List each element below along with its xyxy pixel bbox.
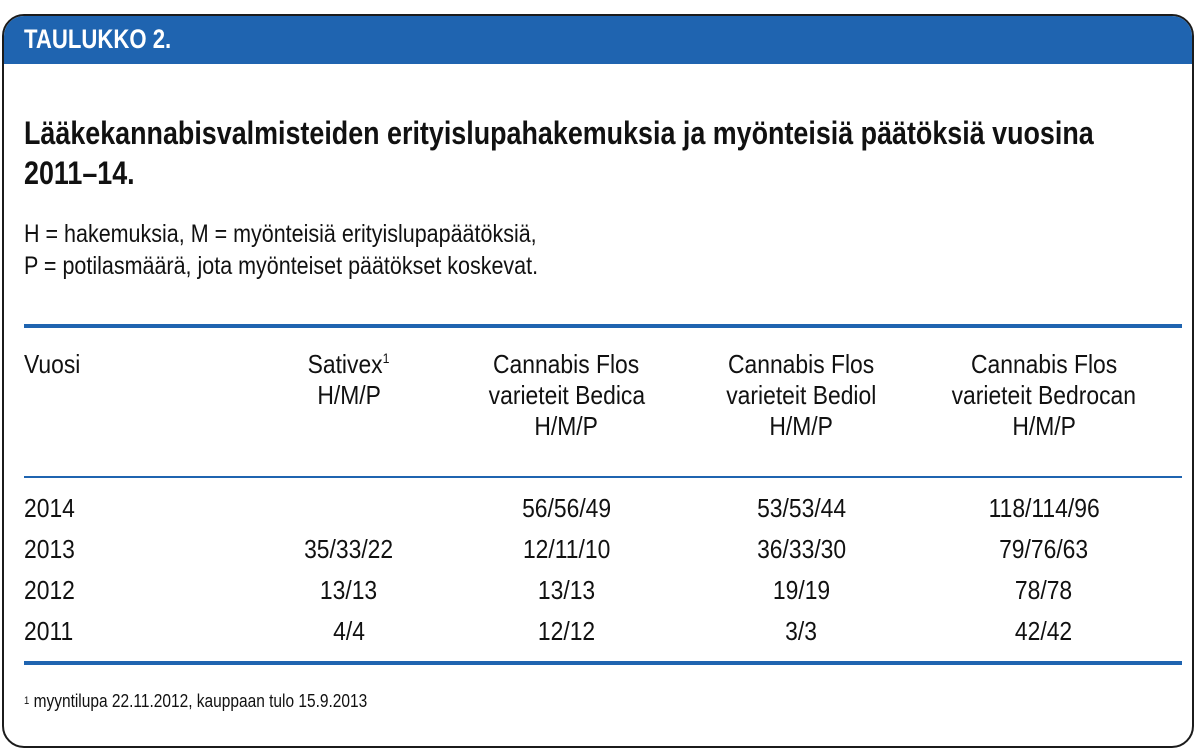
table-row: 2014 [24, 493, 224, 524]
footnote-mark: 1 [383, 350, 390, 366]
table-cell: 13/13 [254, 575, 444, 606]
subtitle-line-1: H = hakemuksia, M = myönteisiä erityislu… [24, 220, 537, 248]
cell-bedica: 12/12 [537, 616, 596, 646]
cell-sativex: 35/33/22 [304, 534, 394, 564]
table-cell: 36/33/30 [689, 534, 914, 565]
cell-bedrocan: 78/78 [1015, 575, 1073, 605]
cell-year: 2011 [24, 616, 74, 646]
table-header-rule [24, 476, 1182, 478]
cell-bedica: 12/11/10 [522, 534, 611, 564]
column-header-bedrocan-line-1: Cannabis Flos [970, 349, 1118, 379]
table-panel: TAULUKKO 2. Lääkekannabisvalmisteiden er… [2, 14, 1194, 748]
table-cell: 118/114/96 [914, 493, 1174, 524]
cell-bediol: 3/3 [785, 616, 818, 646]
column-header-bedica-line-2: varieteit Bedica [488, 380, 645, 410]
cell-bedrocan: 79/76/63 [999, 534, 1089, 564]
cell-sativex: 4/4 [333, 616, 365, 646]
column-header-bediol-line-1: Cannabis Flos [728, 349, 875, 379]
column-header-sativex: Sativex1 H/M/P [254, 349, 444, 411]
table-cell: 79/76/63 [914, 534, 1174, 565]
table-footnote: 1 myyntilupa 22.11.2012, kauppaan tulo 1… [24, 690, 367, 712]
cell-bediol: 53/53/44 [756, 493, 847, 523]
column-header-bediol-line-3: H/M/P [769, 411, 834, 441]
column-header-sativex-unit: H/M/P [317, 380, 381, 410]
table-label: TAULUKKO 2. [24, 24, 172, 54]
header-bar: TAULUKKO 2. [4, 16, 1192, 64]
column-header-year-label: Vuosi [24, 349, 81, 379]
cell-bediol: 19/19 [772, 575, 831, 605]
table-cell: 12/12 [444, 616, 689, 647]
table-cell: 12/11/10 [444, 534, 689, 565]
cell-year: 2013 [24, 534, 75, 564]
table-cell: 35/33/22 [254, 534, 444, 565]
column-header-year: Vuosi [24, 349, 224, 380]
column-header-bedica: Cannabis Flos varieteit Bedica H/M/P [444, 349, 689, 442]
cell-bedrocan: 42/42 [1015, 616, 1073, 646]
table-top-rule [24, 324, 1182, 328]
column-header-bedrocan-line-2: varieteit Bedrocan [951, 380, 1137, 410]
cell-bedica: 13/13 [537, 575, 596, 605]
table-cell: 19/19 [689, 575, 914, 606]
cell-year: 2012 [24, 575, 75, 605]
table-row: 2011 [24, 616, 224, 647]
cell-bedica: 56/56/49 [521, 493, 612, 523]
table-row: 2013 [24, 534, 224, 565]
column-header-bediol-line-2: varieteit Bediol [726, 380, 877, 410]
cell-sativex: 13/13 [320, 575, 378, 605]
table-cell: 78/78 [914, 575, 1174, 606]
column-header-bediol: Cannabis Flos varieteit Bediol H/M/P [689, 349, 914, 442]
table-cell: 53/53/44 [689, 493, 914, 524]
column-header-bedrocan: Cannabis Flos varieteit Bedrocan H/M/P [914, 349, 1174, 442]
table-cell: 13/13 [444, 575, 689, 606]
column-header-sativex-name: Sativex [308, 349, 384, 379]
cell-bedrocan: 118/114/96 [988, 493, 1100, 523]
table-cell: 42/42 [914, 616, 1174, 647]
table-cell: 56/56/49 [444, 493, 689, 524]
cell-bediol: 36/33/30 [756, 534, 847, 564]
table-cell [254, 493, 444, 524]
column-header-bedrocan-line-3: H/M/P [1012, 411, 1076, 441]
column-header-bedica-line-1: Cannabis Flos [493, 349, 640, 379]
footnote-number: 1 [24, 695, 30, 707]
table-subtitle: H = hakemuksia, M = myönteisiä erityislu… [24, 218, 538, 282]
column-header-bedica-line-3: H/M/P [534, 411, 599, 441]
table-row: 2012 [24, 575, 224, 606]
subtitle-line-2: P = potilasmäärä, jota myönteiset päätök… [24, 252, 539, 280]
footnote-text: myyntilupa 22.11.2012, kauppaan tulo 15.… [33, 691, 368, 711]
table-title: Lääkekannabisvalmisteiden erityislupahak… [24, 115, 1094, 191]
table-cell: 4/4 [254, 616, 444, 647]
table-bottom-rule [24, 661, 1182, 665]
table-cell: 3/3 [689, 616, 914, 647]
cell-year: 2014 [24, 493, 75, 523]
